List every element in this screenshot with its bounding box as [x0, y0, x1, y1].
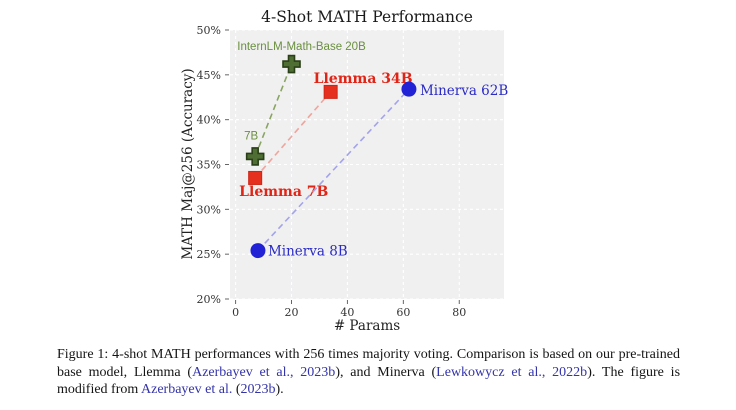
chart-title: 4-Shot MATH Performance [261, 8, 473, 26]
caption-text: ). The figure is modified from [57, 364, 681, 398]
y-tick-label: 50% [197, 24, 221, 37]
y-tick-label: 45% [197, 69, 221, 82]
caption-text: ), and Minerva ( [335, 364, 437, 380]
y-axis-label: MATH Maj@256 (Accuracy) [180, 68, 196, 259]
x-tick-label: 0 [232, 306, 239, 319]
math-performance-chart: 4-Shot MATH Performance # Params MATH Ma… [180, 8, 508, 334]
point-label-internlm-math-base: InternLM-Math-Base 20B [237, 41, 366, 53]
citation-link[interactable]: Lewkowycz et al., 2022b [436, 364, 588, 380]
caption-text: Figure 1: 4-shot MATH performances with … [57, 347, 680, 380]
point-label-llemma: Llemma 34B [314, 71, 413, 87]
marker-square-llemma[interactable] [248, 170, 263, 185]
trend-line-internlm-math-base [254, 63, 293, 157]
point-label-minerva: Minerva 8B [268, 244, 348, 260]
citation-link[interactable]: 2023b [240, 382, 276, 398]
marker-circle-minerva[interactable] [401, 81, 417, 97]
caption-text: ). [275, 382, 284, 398]
point-label-minerva: Minerva 62B [420, 83, 508, 99]
citation-link[interactable]: Azerbayev et al., 2023b [192, 364, 336, 380]
point-label-internlm-math-base: 7B [244, 130, 258, 142]
y-tick-label: 25% [197, 248, 221, 261]
citation-link[interactable]: Azerbayev et al. [141, 382, 233, 398]
y-tick-label: 35% [197, 159, 221, 172]
y-tick-label: 40% [197, 114, 221, 127]
x-axis-label: # Params [334, 318, 400, 334]
trend-line-minerva [257, 88, 410, 252]
x-tick-label: 20 [285, 306, 299, 319]
marker-square-llemma[interactable] [323, 84, 338, 99]
marker-circle-minerva[interactable] [250, 243, 266, 259]
trend-line-llemma [254, 91, 332, 179]
point-label-llemma: Llemma 7B [239, 184, 328, 200]
y-tick-label: 30% [197, 203, 221, 216]
marker-plus-internlm-math-base[interactable] [245, 147, 265, 166]
y-tick-label: 20% [197, 293, 221, 306]
marker-plus-internlm-math-base[interactable] [282, 54, 301, 74]
x-tick-label: 40 [340, 306, 354, 319]
x-tick-label: 80 [452, 306, 466, 319]
caption-text: ( [232, 382, 241, 398]
figure-caption: Figure 1: 4-shot MATH performances with … [57, 346, 680, 399]
x-tick-label: 60 [396, 306, 410, 319]
